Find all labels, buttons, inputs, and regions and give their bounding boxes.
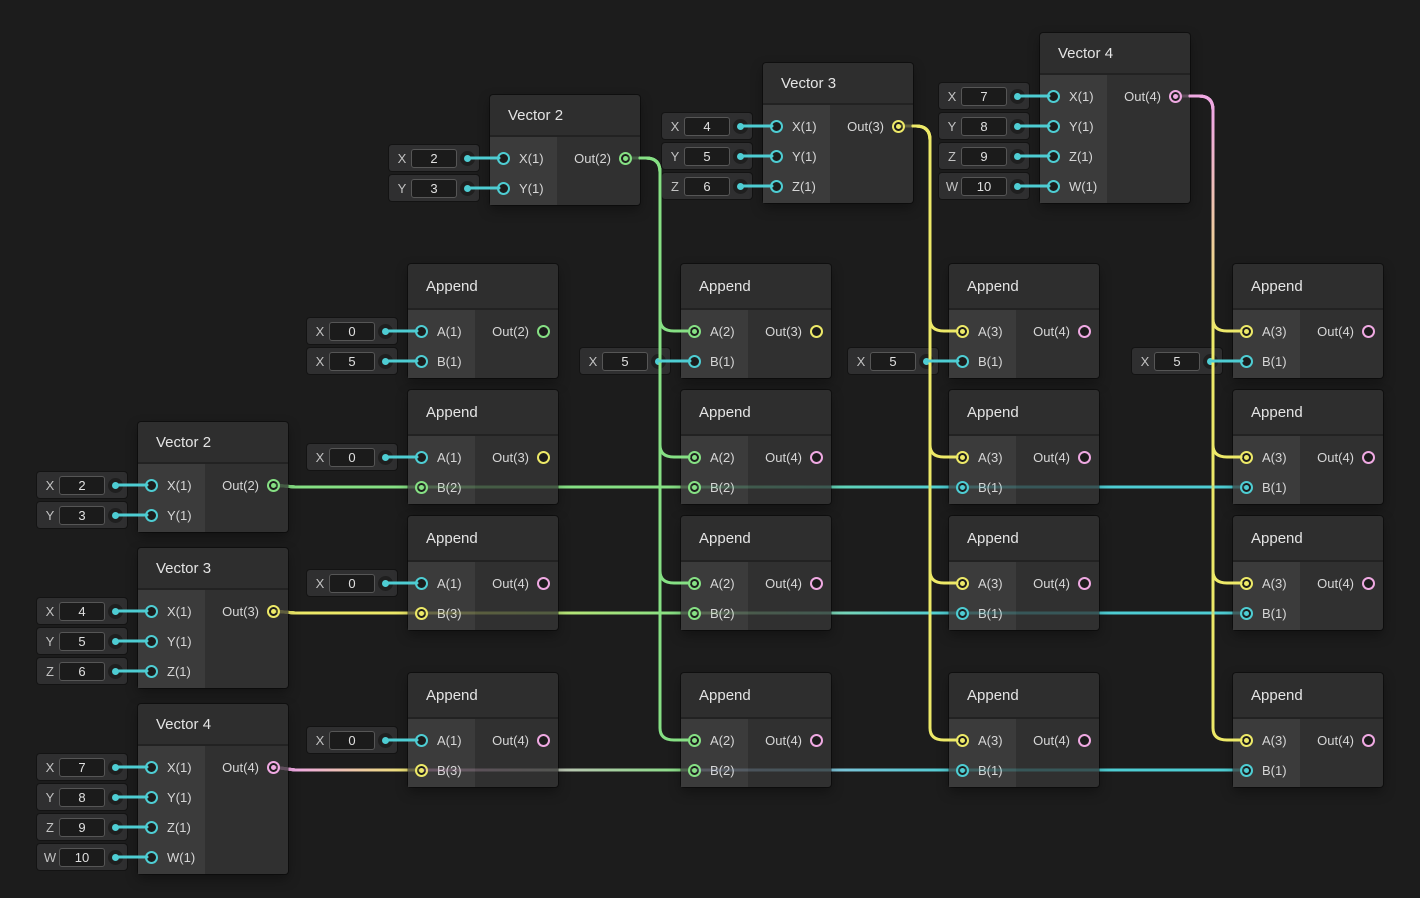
wire[interactable] — [640, 158, 689, 583]
wires-over-layer — [0, 0, 1420, 898]
wire[interactable] — [640, 158, 689, 457]
wire[interactable] — [913, 126, 957, 740]
wire[interactable] — [913, 126, 957, 331]
node-graph-canvas[interactable]: X2Y3 Vector 2 X(1)Y(1) Out(2) X4Y5Z6 Vec… — [0, 0, 1420, 898]
wire[interactable] — [1190, 96, 1241, 583]
wire[interactable] — [1190, 96, 1241, 331]
wire[interactable] — [640, 158, 689, 740]
wire[interactable] — [640, 158, 689, 331]
wire[interactable] — [1190, 96, 1241, 740]
wire[interactable] — [913, 126, 957, 457]
wire[interactable] — [1190, 96, 1241, 457]
wire[interactable] — [913, 126, 957, 583]
